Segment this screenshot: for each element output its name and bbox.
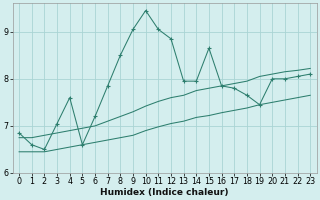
X-axis label: Humidex (Indice chaleur): Humidex (Indice chaleur) [100, 188, 229, 197]
